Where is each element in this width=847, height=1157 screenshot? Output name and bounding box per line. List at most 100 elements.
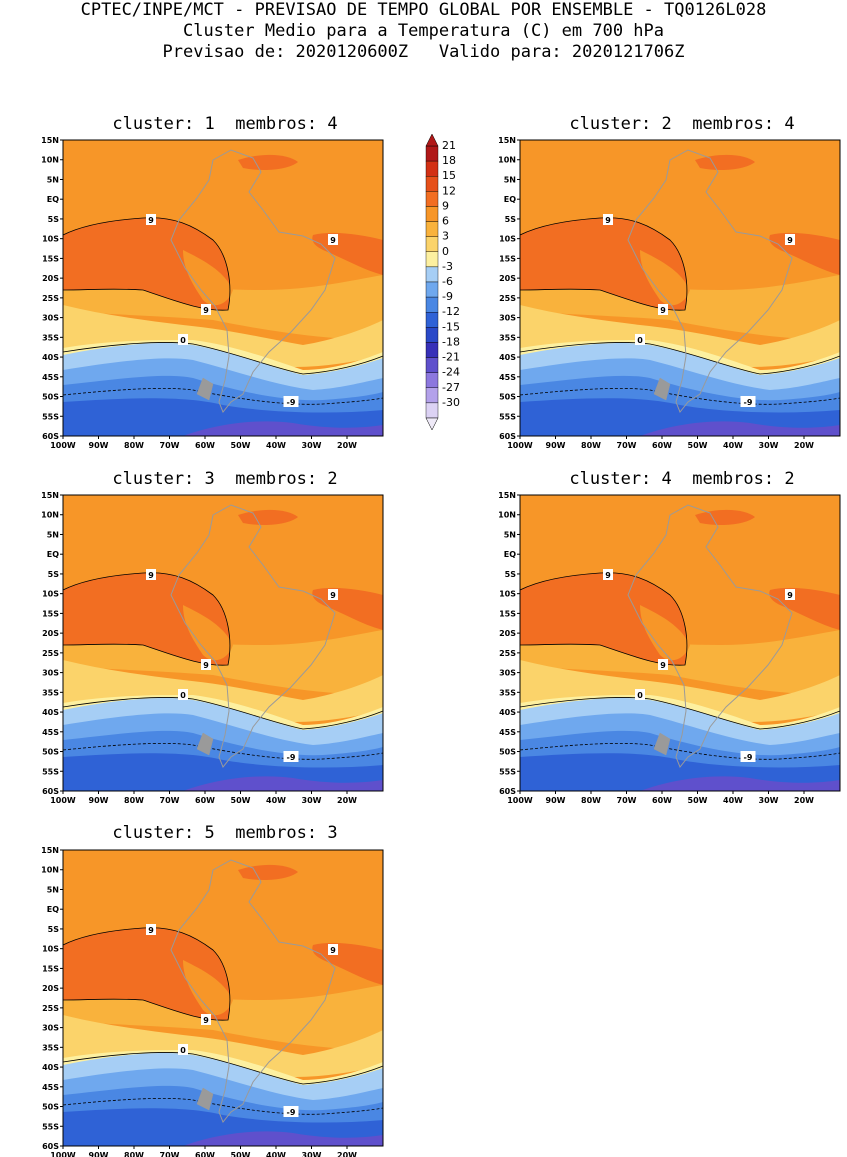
lat-label: 55S: [42, 767, 59, 776]
colorbar-label: -27: [442, 381, 460, 394]
lon-label: 60W: [195, 796, 215, 805]
colorbar-label: -12: [442, 305, 460, 318]
lon-label: 80W: [124, 1151, 144, 1157]
lat-label: 5S: [505, 570, 517, 579]
lon-label: 50W: [688, 441, 708, 450]
lon-label: 70W: [160, 796, 180, 805]
colorbar-label: 12: [442, 184, 456, 197]
colorbar-swatch: [425, 145, 439, 162]
colorbar-label: -9: [442, 290, 453, 303]
contour-label: 9: [330, 236, 336, 245]
lat-label: 45S: [42, 1083, 59, 1092]
contour-label: 9: [605, 571, 611, 580]
colorbar-label: -6: [442, 275, 453, 288]
lat-label: 5N: [47, 530, 59, 539]
lon-label: 70W: [160, 1151, 180, 1157]
lon-label: 40W: [266, 1151, 286, 1157]
map-panel-3: 9 9 9 0 -9 15N 10N 5N EQ 5S 10S 15S 20S 25S 30S 35S 40S 4…: [41, 491, 384, 805]
map-panel-1: 9 9 9 0 -9 15N 10N 5N EQ 5S 10S 15S 20S 25S 30S 35S 40S 4…: [41, 136, 384, 450]
lon-label: 70W: [617, 441, 637, 450]
lat-label: 35S: [42, 333, 59, 342]
colorbar-swatch: [425, 176, 439, 192]
lat-label: 15S: [42, 254, 59, 263]
lat-label: 5N: [47, 885, 59, 894]
contour-label: -9: [287, 1108, 296, 1117]
lat-label: 40S: [42, 353, 59, 362]
contour-label: 9: [203, 661, 209, 670]
panel-title-4: cluster: 4 membros: 2: [569, 469, 795, 489]
lon-label: 20W: [337, 441, 357, 450]
lon-label: 40W: [266, 796, 286, 805]
colorbar-label: -18: [442, 335, 460, 348]
colorbar-label: 0: [442, 245, 449, 258]
contour-label: 0: [180, 1046, 186, 1055]
lat-label: 35S: [42, 1043, 59, 1052]
lon-label: 30W: [302, 1151, 322, 1157]
lat-label: 35S: [42, 688, 59, 697]
lat-label: 25S: [499, 294, 516, 303]
lon-label: 50W: [231, 441, 251, 450]
lat-label: EQ: [504, 550, 516, 559]
lat-label: 30S: [42, 314, 59, 323]
lon-label: 30W: [759, 796, 779, 805]
lat-label: 35S: [499, 688, 516, 697]
lon-label: 50W: [231, 796, 251, 805]
contour-label: 0: [637, 336, 643, 345]
contour-label: 0: [180, 336, 186, 345]
lon-label: 100W: [50, 441, 76, 450]
lat-label: 50S: [42, 1103, 59, 1112]
colorbar-swatch: [425, 266, 439, 283]
colorbar-swatch: [425, 342, 439, 358]
lat-label: 10N: [498, 511, 516, 520]
lat-label: 15S: [42, 609, 59, 618]
lat-label: 20S: [42, 629, 59, 638]
colorbar-swatch: [425, 357, 439, 373]
lat-label: 10S: [42, 590, 59, 599]
colorbar-swatch: [425, 191, 439, 207]
contour-label: 9: [787, 236, 793, 245]
colorbar-label: -15: [442, 320, 460, 333]
lat-label: 40S: [42, 708, 59, 717]
lat-label: 30S: [42, 669, 59, 678]
lat-label: 55S: [499, 767, 516, 776]
contour-label: 9: [660, 306, 666, 315]
lat-label: 15S: [42, 964, 59, 973]
lon-label: 90W: [89, 1151, 109, 1157]
colorbar-swatch: [425, 372, 439, 388]
colorbar-swatch: [425, 206, 439, 222]
contour-label: 0: [637, 691, 643, 700]
colorbar-swatch: [425, 251, 439, 268]
lat-label: 50S: [42, 748, 59, 757]
contour-label: 9: [203, 1016, 209, 1025]
contour-label: 9: [148, 571, 154, 580]
lat-label: 55S: [42, 412, 59, 421]
contour-label: 0: [180, 691, 186, 700]
colorbar-label: -3: [442, 260, 453, 273]
lon-label: 70W: [617, 796, 637, 805]
lon-label: 100W: [50, 796, 76, 805]
lat-label: 10S: [499, 590, 516, 599]
colorbar-label: -21: [442, 351, 460, 364]
contour-label: -9: [744, 753, 753, 762]
map-panel-2: 9 9 9 0 -9 15N 10N 5N EQ 5S 10S 15S 20S 25S 30S 35S 40S 4…: [498, 136, 841, 450]
lat-label: 40S: [499, 708, 516, 717]
lon-label: 70W: [160, 441, 180, 450]
contour-label: 9: [330, 946, 336, 955]
lat-label: 5S: [48, 570, 60, 579]
colorbar-label: -24: [442, 366, 460, 379]
contour-label: 9: [148, 216, 154, 225]
lat-label: 40S: [42, 1063, 59, 1072]
lat-label: 10S: [42, 945, 59, 954]
main-title-line-1: CPTEC/INPE/MCT - PREVISAO DE TEMPO GLOBA…: [80, 0, 767, 20]
lat-label: EQ: [47, 550, 59, 559]
lat-label: 45S: [499, 373, 516, 382]
lon-label: 40W: [723, 441, 743, 450]
lat-label: 5S: [48, 925, 60, 934]
lat-label: 15N: [498, 136, 516, 145]
panel-title-3: cluster: 3 membros: 2: [112, 469, 338, 489]
lat-label: 20S: [42, 274, 59, 283]
lat-label: 10N: [498, 156, 516, 165]
colorbar-swatch: [425, 296, 439, 313]
panel-title-5: cluster: 5 membros: 3: [112, 823, 338, 843]
